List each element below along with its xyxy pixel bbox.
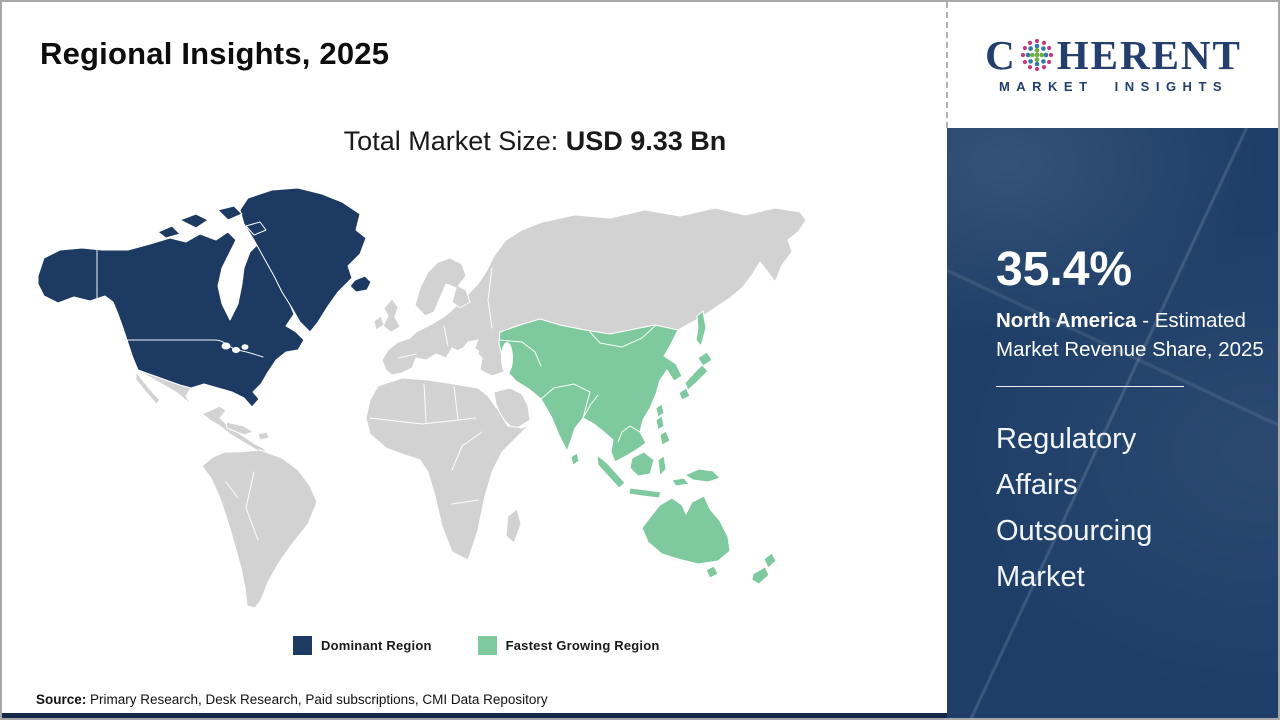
land-philippines-2 xyxy=(659,430,671,446)
land-taiwan xyxy=(655,403,665,418)
legend-swatch-dominant xyxy=(293,636,312,655)
land-cuba xyxy=(225,421,254,436)
sidebar-divider xyxy=(996,386,1184,388)
land-scandinavia xyxy=(414,257,471,317)
share-desc-text: - Estimated Market Revenue Share, 2025 xyxy=(996,309,1264,362)
land-asia-main xyxy=(498,318,683,463)
market-name-line: Regulatory xyxy=(996,423,1137,456)
border-indochina xyxy=(617,425,641,443)
page-title: Regional Insights, 2025 xyxy=(40,36,390,71)
land-uk xyxy=(382,298,401,333)
legend-label-fastest-growing: Fastest Growing Region xyxy=(505,638,660,653)
land-tasmania xyxy=(705,565,719,579)
source-text: Primary Research, Desk Research, Paid su… xyxy=(86,692,548,707)
legend-label-dominant: Dominant Region xyxy=(321,638,432,653)
brand-logo-c: C xyxy=(985,31,1017,78)
land-ireland xyxy=(373,315,385,331)
land-new-guinea xyxy=(684,468,721,483)
land-sakhalin xyxy=(695,310,707,347)
border-africa-v2 xyxy=(453,385,459,421)
source-line: Source: Primary Research, Desk Research,… xyxy=(36,692,548,707)
water-great-lake-3 xyxy=(241,344,249,350)
land-sulawesi xyxy=(657,455,667,477)
source-label: Source: xyxy=(36,692,87,707)
land-sri-lanka xyxy=(570,452,580,466)
land-arctic-island-1 xyxy=(179,213,209,229)
water-caspian xyxy=(501,342,513,374)
border-europe-2 xyxy=(443,325,449,347)
brand-logo: C HERENT MARKET IN xyxy=(947,0,1280,128)
land-mexico xyxy=(137,369,269,454)
dashed-divider xyxy=(946,2,948,128)
stats-sidebar: 35.4% North America - Estimated Market R… xyxy=(947,128,1280,720)
land-africa xyxy=(365,377,531,561)
brand-logo-subtitle: MARKET INSIGHTS xyxy=(998,78,1229,94)
land-greenland xyxy=(239,187,367,333)
land-arctic-island-3 xyxy=(157,225,181,239)
region-dominant xyxy=(37,187,372,408)
land-arctic-island-2 xyxy=(217,205,243,221)
land-japan-honshu xyxy=(684,364,709,391)
total-market-size: Total Market Size: USD 9.33 Bn xyxy=(0,126,1070,157)
border-india-china xyxy=(540,383,591,419)
land-baja xyxy=(135,371,161,405)
water-great-lake-1 xyxy=(221,342,231,350)
border-us-canada xyxy=(120,339,264,358)
market-name: Regulatory Affairs Outsourcing Market xyxy=(996,417,1244,600)
legend-swatch-fastest-growing xyxy=(477,636,497,655)
share-value: 35.4% xyxy=(996,243,1133,296)
market-name-line: Outsourcing xyxy=(996,514,1153,547)
land-nz-north xyxy=(763,552,777,569)
map-water-bodies xyxy=(221,342,513,374)
region-fastest-growing xyxy=(498,310,777,585)
border-europe-1 xyxy=(397,353,417,359)
border-africa-s2 xyxy=(451,499,479,505)
border-mongolia xyxy=(589,325,656,348)
land-nz-south xyxy=(751,566,770,585)
land-borneo xyxy=(629,451,655,477)
land-hispaniola xyxy=(257,431,270,441)
land-maluku xyxy=(671,477,690,487)
land-south-america xyxy=(201,449,318,609)
market-name-line: Affairs xyxy=(996,469,1078,502)
total-market-size-label: Total Market Size: xyxy=(343,126,566,156)
land-arabia xyxy=(493,387,531,431)
border-myanmar xyxy=(582,394,599,419)
land-madagascar xyxy=(505,508,522,544)
region-other xyxy=(135,207,807,609)
land-japan-kyushu xyxy=(678,387,691,401)
border-russia-europe xyxy=(487,267,493,329)
land-arctic-island-4 xyxy=(245,221,267,236)
land-japan-hokkaido xyxy=(697,351,713,367)
water-black-sea xyxy=(457,347,479,357)
map-country-borders xyxy=(96,249,656,541)
market-name-line: Market xyxy=(996,560,1085,593)
bottom-accent-bar xyxy=(2,713,947,720)
map-legend: Dominant Region Fastest Growing Region xyxy=(293,636,660,655)
share-region: North America xyxy=(996,309,1137,332)
border-africa-s1 xyxy=(451,431,483,471)
border-sa-andes xyxy=(225,481,239,499)
brand-logo-rest: HERENT xyxy=(1056,31,1242,78)
world-map-svg xyxy=(37,187,807,609)
total-market-size-value: USD 9.33 Bn xyxy=(565,126,727,156)
land-java xyxy=(628,487,662,499)
land-philippines-1 xyxy=(655,415,665,431)
land-australia xyxy=(641,495,731,565)
border-central-asia xyxy=(499,339,542,367)
land-sumatra xyxy=(596,454,626,489)
globe-icon xyxy=(1020,38,1053,72)
border-sa-brazil xyxy=(245,471,259,541)
legend-item-dominant: Dominant Region xyxy=(293,636,432,655)
land-iceland xyxy=(349,275,372,293)
border-africa-v1 xyxy=(423,383,427,423)
world-map xyxy=(30,180,820,620)
legend-item-fastest-growing: Fastest Growing Region xyxy=(477,636,660,655)
brand-logo-wordmark: C HERENT xyxy=(985,31,1242,78)
share-description: North America - Estimated Market Revenue… xyxy=(996,306,1268,364)
land-north-america xyxy=(37,231,305,408)
